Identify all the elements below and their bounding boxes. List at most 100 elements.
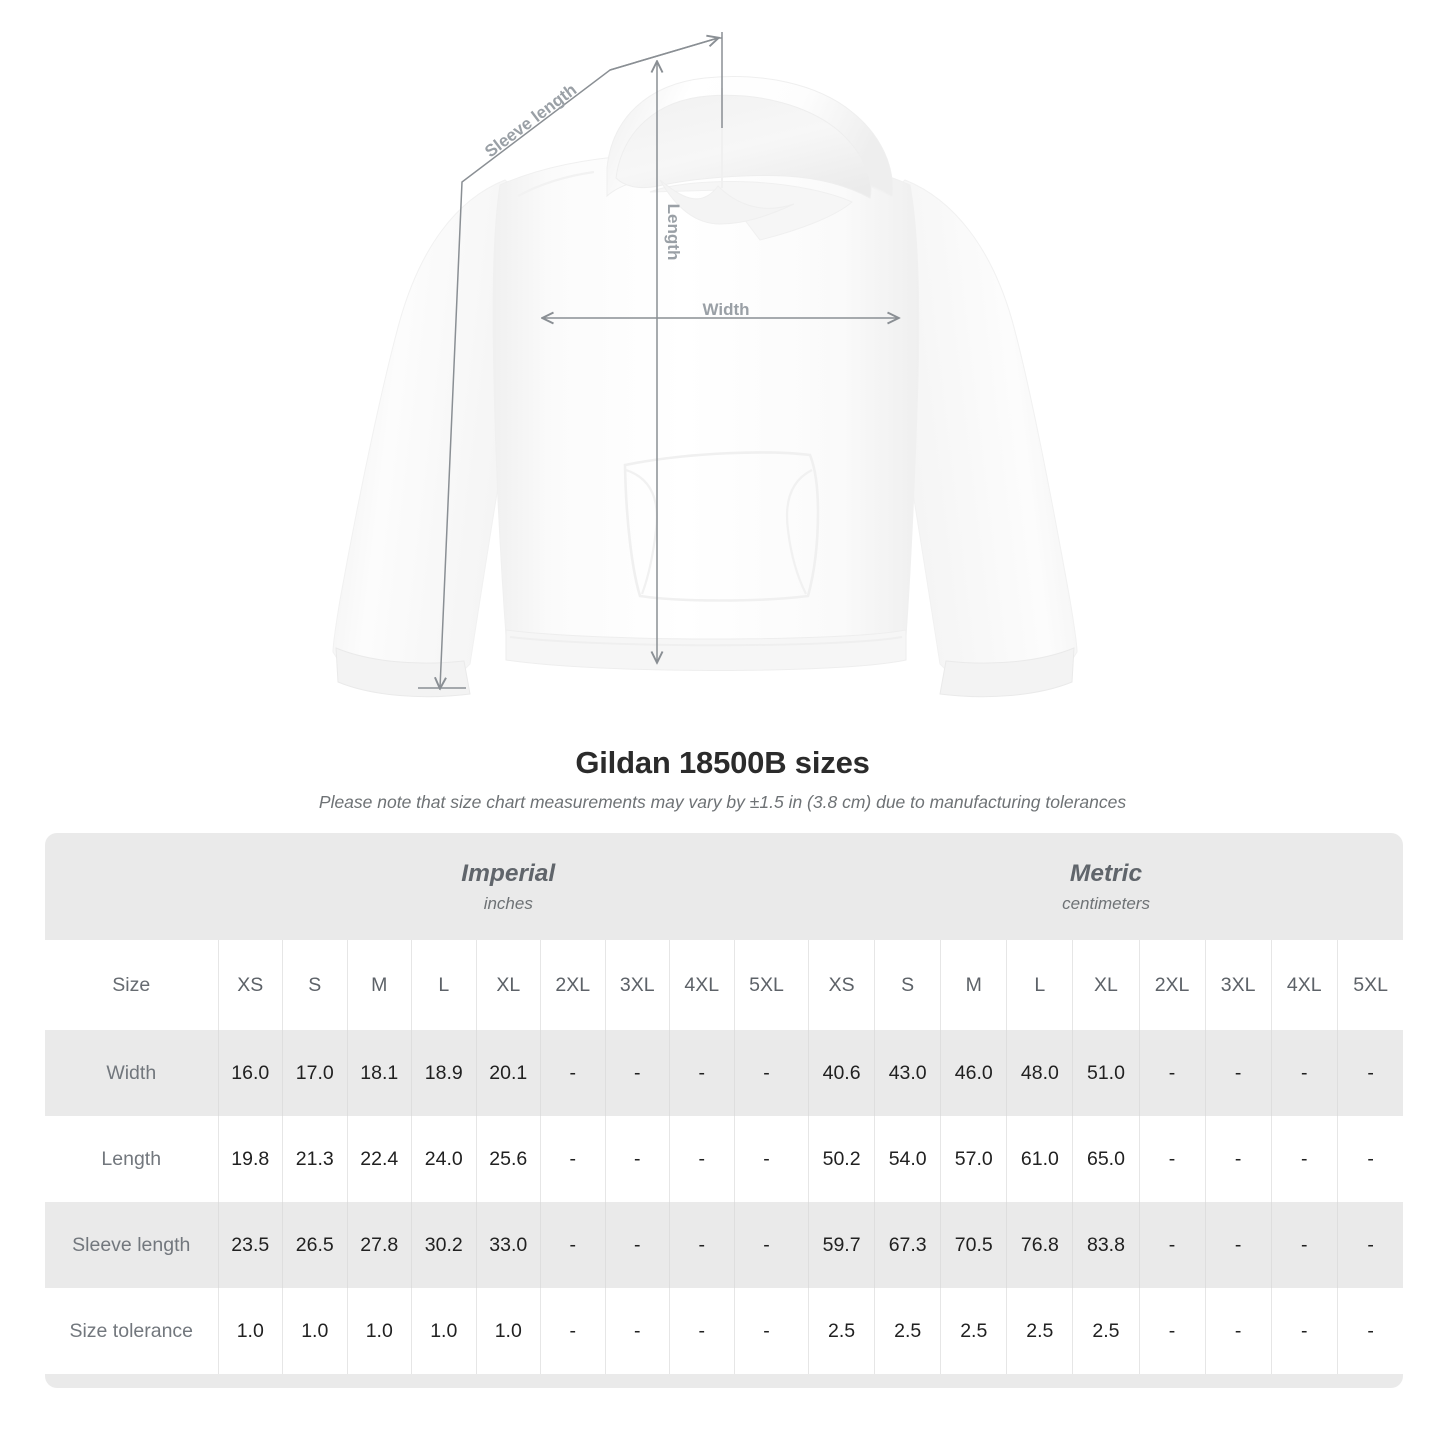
cell-width-imperial-l: 18.9 bbox=[411, 1030, 476, 1116]
width-label: Width bbox=[702, 300, 749, 319]
cell-tolerance-imperial-l: 1.0 bbox=[411, 1288, 476, 1374]
size-header-metric-xs: XS bbox=[808, 940, 875, 1030]
row-gap-sleeve bbox=[798, 1202, 809, 1288]
imperial-unit-cell: Imperial inches bbox=[218, 833, 799, 940]
cell-sleeve-metric-2xl: - bbox=[1138, 1202, 1206, 1288]
metric-unit-sub: centimeters bbox=[1062, 893, 1150, 913]
cell-length-metric-3xl: - bbox=[1204, 1116, 1272, 1202]
cell-width-imperial-2xl: - bbox=[540, 1030, 605, 1116]
garment-measurement-diagram: Sleeve length Length Width bbox=[332, 32, 1078, 698]
cell-length-metric-l: 61.0 bbox=[1006, 1116, 1073, 1202]
cell-tolerance-metric-2xl: - bbox=[1138, 1288, 1206, 1374]
cell-length-imperial-5xl: - bbox=[733, 1116, 799, 1202]
cell-width-imperial-m: 18.1 bbox=[346, 1030, 412, 1116]
cell-sleeve-imperial-xl: 33.0 bbox=[475, 1202, 541, 1288]
size-header-imperial-m: M bbox=[346, 940, 412, 1030]
cell-width-metric-3xl: - bbox=[1204, 1030, 1272, 1116]
size-header-imperial-s: S bbox=[282, 940, 347, 1030]
cell-sleeve-imperial-2xl: - bbox=[540, 1202, 605, 1288]
size-header-metric-4xl: 4XL bbox=[1270, 940, 1338, 1030]
cell-sleeve-metric-s: 67.3 bbox=[874, 1202, 941, 1288]
cell-length-imperial-l: 24.0 bbox=[411, 1116, 476, 1202]
chart-heading: Gildan 18500B sizes Please note that siz… bbox=[0, 744, 1445, 813]
left-shoulder-seam bbox=[517, 170, 595, 197]
cell-width-metric-5xl: - bbox=[1336, 1030, 1403, 1116]
cell-tolerance-imperial-3xl: - bbox=[604, 1288, 670, 1374]
cell-tolerance-metric-l: 2.5 bbox=[1006, 1288, 1073, 1374]
cell-length-imperial-xl: 25.6 bbox=[475, 1116, 541, 1202]
cell-width-metric-4xl: - bbox=[1270, 1030, 1338, 1116]
cell-width-imperial-3xl: - bbox=[604, 1030, 670, 1116]
cell-tolerance-metric-5xl: - bbox=[1336, 1288, 1403, 1374]
cell-tolerance-metric-xs: 2.5 bbox=[808, 1288, 875, 1374]
table-row: Length 19.8 21.3 22.4 24.0 25.6 - - - - … bbox=[45, 1116, 1403, 1202]
cell-width-imperial-xl: 20.1 bbox=[475, 1030, 541, 1116]
cell-sleeve-imperial-3xl: - bbox=[604, 1202, 670, 1288]
cell-sleeve-metric-xl: 83.8 bbox=[1072, 1202, 1139, 1288]
cell-sleeve-metric-3xl: - bbox=[1204, 1202, 1272, 1288]
length-label: Length bbox=[664, 204, 683, 261]
page-title: Gildan 18500B sizes bbox=[575, 745, 870, 780]
cell-length-metric-m: 57.0 bbox=[940, 1116, 1007, 1202]
cell-sleeve-metric-4xl: - bbox=[1270, 1202, 1338, 1288]
pocket-right-edge bbox=[786, 469, 813, 595]
bottom-rib-seam bbox=[509, 636, 903, 647]
row-label-size-tolerance: Size tolerance bbox=[45, 1288, 218, 1374]
size-header-metric-xl: XL bbox=[1072, 940, 1139, 1030]
size-header-imperial-xs: XS bbox=[217, 940, 283, 1030]
size-header-row: Size XS S M L XL 2XL 3XL 4XL 5XL XS S M … bbox=[45, 940, 1403, 1030]
imperial-unit-name: Imperial bbox=[461, 859, 556, 887]
cell-width-metric-m: 46.0 bbox=[940, 1030, 1007, 1116]
cell-sleeve-imperial-s: 26.5 bbox=[282, 1202, 347, 1288]
size-header-imperial-l: L bbox=[411, 940, 476, 1030]
cell-tolerance-imperial-xs: 1.0 bbox=[217, 1288, 283, 1374]
unit-corner-cell bbox=[45, 833, 218, 940]
cell-sleeve-imperial-4xl: - bbox=[669, 1202, 734, 1288]
size-table-container: Imperial inches Metric centimeters Size … bbox=[45, 833, 1403, 1388]
size-header-imperial-5xl: 5XL bbox=[733, 940, 799, 1030]
table-row: Sleeve length 23.5 26.5 27.8 30.2 33.0 -… bbox=[45, 1202, 1403, 1288]
cell-sleeve-imperial-5xl: - bbox=[733, 1202, 799, 1288]
hoodie-body bbox=[492, 153, 920, 651]
size-header-metric-m: M bbox=[940, 940, 1007, 1030]
size-header-metric-5xl: 5XL bbox=[1336, 940, 1403, 1030]
cell-length-imperial-m: 22.4 bbox=[346, 1116, 412, 1202]
cell-length-metric-4xl: - bbox=[1270, 1116, 1338, 1202]
size-header-label: Size bbox=[45, 940, 218, 1030]
row-gap-tolerance bbox=[798, 1288, 809, 1374]
cell-width-metric-xl: 51.0 bbox=[1072, 1030, 1139, 1116]
cell-sleeve-imperial-m: 27.8 bbox=[346, 1202, 412, 1288]
cell-tolerance-metric-xl: 2.5 bbox=[1072, 1288, 1139, 1374]
hood-rim bbox=[615, 94, 872, 199]
cell-width-metric-s: 43.0 bbox=[874, 1030, 941, 1116]
cell-tolerance-imperial-xl: 1.0 bbox=[475, 1288, 541, 1374]
hoodie-diagram-svg: Sleeve length Length Width bbox=[332, 32, 1078, 698]
unit-gap-cell bbox=[798, 833, 809, 940]
cell-width-imperial-xs: 16.0 bbox=[217, 1030, 283, 1116]
cell-width-imperial-5xl: - bbox=[733, 1030, 799, 1116]
cell-sleeve-metric-xs: 59.7 bbox=[808, 1202, 875, 1288]
size-header-imperial-4xl: 4XL bbox=[669, 940, 734, 1030]
cell-sleeve-metric-m: 70.5 bbox=[940, 1202, 1007, 1288]
row-gap-length bbox=[798, 1116, 809, 1202]
table-footer-strip bbox=[45, 1374, 1403, 1388]
cell-tolerance-metric-s: 2.5 bbox=[874, 1288, 941, 1374]
cell-length-imperial-4xl: - bbox=[669, 1116, 734, 1202]
cell-tolerance-imperial-m: 1.0 bbox=[346, 1288, 412, 1374]
neck-opening bbox=[659, 179, 795, 225]
table-row: Width 16.0 17.0 18.1 18.9 20.1 - - - - 4… bbox=[45, 1030, 1403, 1116]
size-table: Imperial inches Metric centimeters Size … bbox=[45, 833, 1403, 1388]
cell-tolerance-metric-m: 2.5 bbox=[940, 1288, 1007, 1374]
bottom-rib bbox=[505, 629, 907, 671]
metric-unit-cell: Metric centimeters bbox=[808, 833, 1403, 940]
size-header-metric-s: S bbox=[874, 940, 941, 1030]
cell-length-metric-5xl: - bbox=[1336, 1116, 1403, 1202]
cell-width-metric-xs: 40.6 bbox=[808, 1030, 875, 1116]
size-header-imperial-xl: XL bbox=[475, 940, 541, 1030]
tolerance-note: Please note that size chart measurements… bbox=[318, 792, 1127, 812]
cell-length-metric-2xl: - bbox=[1138, 1116, 1206, 1202]
metric-unit-name: Metric bbox=[1069, 859, 1143, 887]
cell-length-metric-xs: 50.2 bbox=[808, 1116, 875, 1202]
cell-width-metric-2xl: - bbox=[1138, 1030, 1206, 1116]
kangaroo-pocket bbox=[623, 451, 820, 602]
